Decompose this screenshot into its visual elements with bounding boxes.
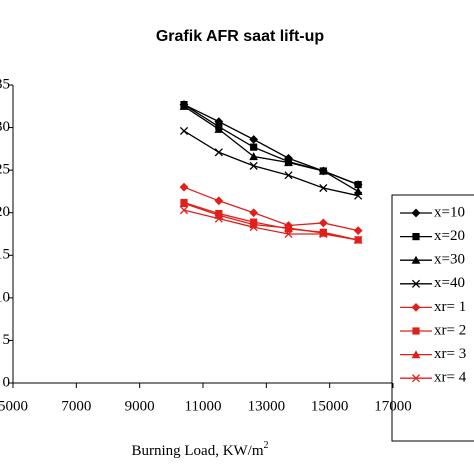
marker [249, 223, 258, 232]
marker [214, 117, 224, 127]
legend-label: xr= 1 [434, 299, 466, 315]
x-tick-label: 5000 [0, 398, 28, 414]
marker [354, 181, 362, 189]
series-line [183, 201, 359, 241]
x-axis-label-main: Burning Load, KW/m [131, 443, 263, 459]
y-tick-label: 25 [0, 162, 10, 178]
y-tick-label: 20 [0, 204, 10, 220]
legend-label: x=30 [434, 252, 465, 268]
marker [249, 135, 259, 144]
series-line [183, 186, 359, 232]
legend-label: xr= 2 [434, 322, 466, 338]
legend-label: x=20 [434, 228, 465, 244]
marker [319, 229, 328, 239]
marker [179, 182, 189, 192]
marker [214, 214, 223, 223]
marker [354, 235, 363, 245]
legend-label: x=10 [434, 204, 465, 220]
legend-marker [412, 233, 420, 241]
marker [214, 124, 224, 133]
marker [284, 229, 293, 239]
legend-marker [411, 208, 421, 218]
y-tick-label: 30 [0, 119, 10, 135]
legend-marker [411, 374, 421, 383]
legend-marker [411, 350, 421, 359]
y-tick-label: 10 [0, 289, 10, 305]
legend-marker [411, 303, 421, 312]
marker [353, 226, 363, 235]
marker [284, 223, 293, 232]
marker [284, 171, 293, 180]
x-tick-label: 15000 [311, 398, 349, 414]
marker [214, 196, 224, 206]
marker [354, 191, 363, 200]
x-tick-label: 11000 [185, 398, 222, 414]
marker [284, 158, 293, 167]
marker [179, 206, 189, 215]
x-tick-label: 17000 [374, 398, 412, 414]
x-axis-label-sup: 2 [264, 440, 269, 451]
marker [179, 126, 189, 136]
marker [249, 208, 259, 218]
marker [353, 187, 363, 196]
y-tick-label: 35 [0, 76, 10, 92]
marker [249, 152, 259, 161]
y-tick-label: 15 [0, 247, 10, 263]
series-line [183, 103, 359, 186]
y-tick-label: 0 [3, 374, 11, 390]
chart-title: Grafik AFR saat lift-up [156, 28, 325, 45]
marker [250, 143, 258, 151]
marker [179, 198, 189, 207]
marker [214, 148, 223, 157]
series-line [183, 130, 359, 197]
series-line [183, 105, 359, 192]
series-line [183, 202, 359, 241]
x-tick-label: 13000 [248, 398, 286, 414]
y-tick-label: 5 [3, 332, 11, 348]
legend-marker [411, 279, 421, 288]
legend-label: xr= 4 [434, 370, 467, 386]
legend-label: xr= 3 [434, 346, 466, 362]
legend-label: x=40 [434, 275, 465, 291]
marker [319, 183, 328, 193]
series-line [183, 209, 359, 241]
series-line [183, 104, 359, 186]
x-tick-label: 9000 [125, 398, 155, 414]
legend-marker [411, 255, 421, 264]
x-axis-label: Burning Load, KW/m2 [131, 440, 268, 459]
legend-marker [412, 327, 420, 335]
marker [318, 166, 328, 175]
marker [318, 218, 328, 228]
marker [249, 161, 258, 170]
x-tick-label: 7000 [61, 398, 91, 414]
marker [179, 101, 189, 110]
